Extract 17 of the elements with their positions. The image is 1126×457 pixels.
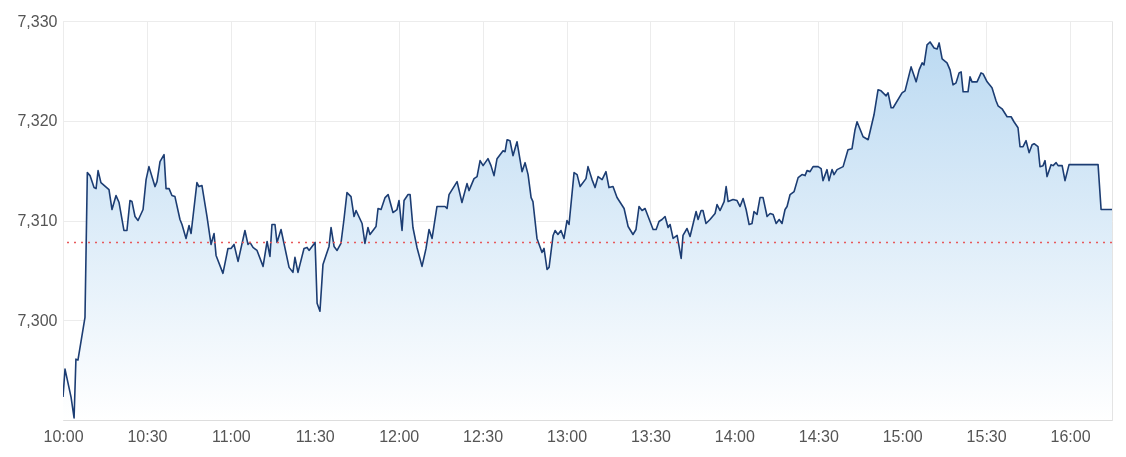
x-tick-label: 13:30 <box>630 427 672 445</box>
x-tick-label: 11:00 <box>211 427 251 445</box>
y-tick-label: 7,300 <box>17 311 58 329</box>
y-tick-label: 7,320 <box>17 112 58 130</box>
x-tick-label: 13:00 <box>547 427 588 445</box>
x-tick-label: 12:30 <box>463 427 504 445</box>
x-tick-label: 16:00 <box>1050 427 1091 445</box>
y-tick-label: 7,330 <box>17 12 58 30</box>
y-tick-label: 7,310 <box>17 212 58 229</box>
x-tick-label: 14:00 <box>714 427 755 445</box>
x-tick-label: 14:30 <box>798 427 839 445</box>
x-tick-label: 15:30 <box>966 427 1007 445</box>
x-tick-label: 15:00 <box>882 427 923 445</box>
x-tick-label: 10:30 <box>127 427 168 445</box>
x-tick-label: 12:00 <box>379 427 420 445</box>
x-tick-label: 11:30 <box>295 427 335 445</box>
x-tick-label: 10:00 <box>43 427 84 445</box>
